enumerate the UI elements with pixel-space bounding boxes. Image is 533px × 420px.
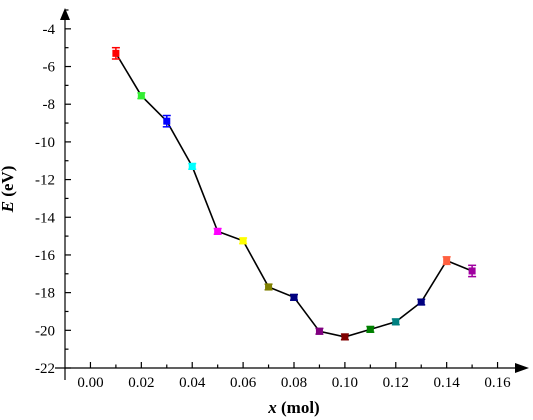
y-tick-label: -20 xyxy=(35,323,55,339)
data-point xyxy=(366,325,374,333)
x-axis-arrow xyxy=(515,363,529,373)
data-point xyxy=(315,327,323,335)
y-axis-ticks: -22 -20 -18 -16 -14 -12 -10 -8 -6 -4 xyxy=(35,9,71,377)
y-tick-label: -10 xyxy=(35,135,55,151)
x-tick-label: 0.08 xyxy=(281,375,307,391)
data-point xyxy=(239,237,247,245)
y-tick-label: -16 xyxy=(35,248,55,264)
data-point xyxy=(417,298,425,306)
y-axis-label: E (eV) xyxy=(0,166,17,214)
x-tick-label: 0.14 xyxy=(434,375,461,391)
data-point xyxy=(214,227,222,235)
data-point xyxy=(341,333,349,341)
x-tick-label: 0.00 xyxy=(77,375,103,391)
y-tick-label: -4 xyxy=(43,22,56,38)
y-tick-label: -8 xyxy=(43,97,56,113)
data-point xyxy=(290,293,298,301)
data-point xyxy=(443,257,451,265)
x-axis-label-variable: x xyxy=(267,398,277,417)
x-tick-label: 0.04 xyxy=(179,375,206,391)
x-tick-label: 0.10 xyxy=(332,375,358,391)
x-tick-label: 0.06 xyxy=(230,375,257,391)
y-axis-label-variable: E xyxy=(0,201,17,213)
y-tick-label: -22 xyxy=(35,361,55,377)
y-axis-label-unit: (eV) xyxy=(0,166,17,201)
x-tick-label: 0.16 xyxy=(484,375,511,391)
x-axis-ticks: 0.00 0.02 0.04 0.06 0.08 0.10 0.12 0.14 0.16 xyxy=(77,362,511,391)
axes xyxy=(55,8,529,380)
x-tick-label: 0.12 xyxy=(383,375,409,391)
data-point xyxy=(392,318,400,326)
y-tick-label: -14 xyxy=(35,210,55,226)
y-axis-arrow xyxy=(60,8,70,20)
x-tick-label: 0.02 xyxy=(128,375,154,391)
x-axis-label: x (mol) xyxy=(267,398,319,417)
data-point xyxy=(112,49,120,57)
y-tick-label: -18 xyxy=(35,286,55,302)
y-tick-label: -6 xyxy=(43,60,56,76)
y-tick-label: -12 xyxy=(35,173,55,189)
data-point xyxy=(265,283,273,291)
data-point xyxy=(163,117,171,125)
data-point xyxy=(188,162,196,170)
data-point xyxy=(137,92,145,100)
x-axis-label-unit: (mol) xyxy=(277,398,320,417)
plot-area xyxy=(111,46,477,341)
data-point xyxy=(468,267,476,275)
